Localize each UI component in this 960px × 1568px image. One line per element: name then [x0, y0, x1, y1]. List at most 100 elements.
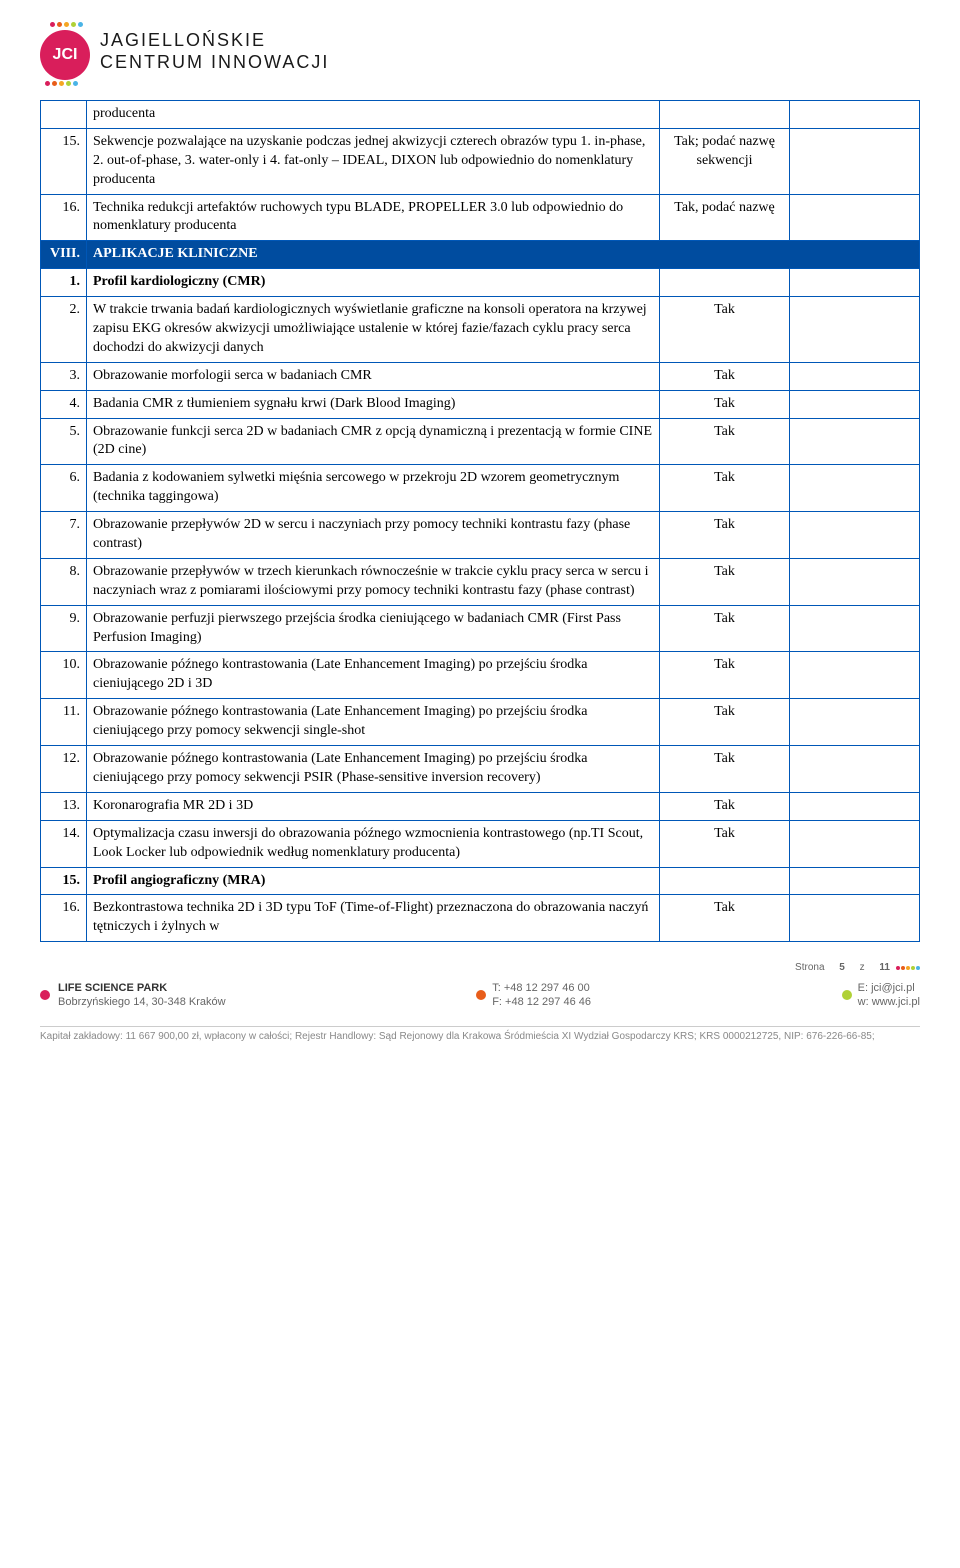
logo-dots-top — [50, 22, 83, 27]
section-num: VIII. — [41, 241, 87, 269]
phone-icon — [476, 990, 486, 1000]
footer-address-block: LIFE SCIENCE PARK Bobrzyńskiego 14, 30-3… — [40, 981, 226, 1010]
row-num: 10. — [41, 652, 87, 699]
row-requirement: Tak — [660, 652, 790, 699]
row-response — [790, 128, 920, 194]
row-response — [790, 867, 920, 895]
row-num: 16. — [41, 895, 87, 942]
row-desc: Obrazowanie przepływów 2D w sercu i nacz… — [87, 512, 660, 559]
location-icon — [40, 990, 50, 1000]
row-desc: Badania CMR z tłumieniem sygnału krwi (D… — [87, 390, 660, 418]
row-requirement — [660, 101, 790, 129]
row-response — [790, 605, 920, 652]
table-row: 1.Profil kardiologiczny (CMR) — [41, 269, 920, 297]
row-desc: Sekwencje pozwalające na uzyskanie podcz… — [87, 128, 660, 194]
row-requirement: Tak — [660, 895, 790, 942]
row-desc: Badania z kodowaniem sylwetki mięśnia se… — [87, 465, 660, 512]
mail-icon — [842, 990, 852, 1000]
row-response — [790, 362, 920, 390]
row-num: 16. — [41, 194, 87, 241]
row-num: 5. — [41, 418, 87, 465]
row-num: 7. — [41, 512, 87, 559]
row-requirement: Tak — [660, 605, 790, 652]
row-requirement: Tak — [660, 746, 790, 793]
row-response — [790, 746, 920, 793]
address: Bobrzyńskiego 14, 30-348 Kraków — [58, 995, 226, 1009]
table-row: 12.Obrazowanie późnego kontrastowania (L… — [41, 746, 920, 793]
row-num: 14. — [41, 820, 87, 867]
table-row: 13.Koronarografia MR 2D i 3DTak — [41, 792, 920, 820]
row-desc: Koronarografia MR 2D i 3D — [87, 792, 660, 820]
row-num: 15. — [41, 128, 87, 194]
row-desc: Obrazowanie morfologii serca w badaniach… — [87, 362, 660, 390]
row-desc: Obrazowanie przepływów w trzech kierunka… — [87, 558, 660, 605]
page-number: Strona 5 z 11 — [40, 962, 920, 973]
row-response — [790, 652, 920, 699]
jci-logo-icon: JCI — [40, 30, 90, 80]
table-row: 6.Badania z kodowaniem sylwetki mięśnia … — [41, 465, 920, 512]
row-num: 6. — [41, 465, 87, 512]
page-dots-icon — [896, 966, 920, 970]
row-desc: Technika redukcji artefaktów ruchowych t… — [87, 194, 660, 241]
row-response — [790, 194, 920, 241]
row-requirement: Tak — [660, 512, 790, 559]
table-row: 9.Obrazowanie perfuzji pierwszego przejś… — [41, 605, 920, 652]
logo-abbrev: JCI — [53, 46, 78, 64]
table-row: 15.Profil angiograficzny (MRA) — [41, 867, 920, 895]
footer-phone-block: T: +48 12 297 46 00 F: +48 12 297 46 46 — [476, 981, 591, 1010]
row-requirement — [660, 867, 790, 895]
table-row: 5.Obrazowanie funkcji serca 2D w badania… — [41, 418, 920, 465]
row-num: 1. — [41, 269, 87, 297]
row-response — [790, 895, 920, 942]
row-requirement: Tak; podać nazwę sekwencji — [660, 128, 790, 194]
row-requirement: Tak — [660, 792, 790, 820]
row-desc: Obrazowanie późnego kontrastowania (Late… — [87, 699, 660, 746]
row-response — [790, 792, 920, 820]
row-response — [790, 269, 920, 297]
row-desc: Bezkontrastowa technika 2D i 3D typu ToF… — [87, 895, 660, 942]
table-row: producenta — [41, 101, 920, 129]
row-num: 15. — [41, 867, 87, 895]
row-response — [790, 820, 920, 867]
table-row: 8.Obrazowanie przepływów w trzech kierun… — [41, 558, 920, 605]
row-desc: Optymalizacja czasu inwersji do obrazowa… — [87, 820, 660, 867]
table-row: VIII.APLIKACJE KLINICZNE — [41, 241, 920, 269]
logo-text: JAGIELLOŃSKIE CENTRUM INNOWACJI — [100, 30, 329, 73]
row-response — [790, 418, 920, 465]
row-response — [790, 699, 920, 746]
logo-line1: JAGIELLOŃSKIE — [100, 30, 329, 52]
row-requirement: Tak — [660, 297, 790, 363]
row-requirement — [660, 269, 790, 297]
row-desc: Obrazowanie perfuzji pierwszego przejści… — [87, 605, 660, 652]
row-response — [790, 512, 920, 559]
row-num: 12. — [41, 746, 87, 793]
row-num: 2. — [41, 297, 87, 363]
row-requirement: Tak — [660, 362, 790, 390]
row-requirement: Tak — [660, 390, 790, 418]
row-response — [790, 390, 920, 418]
row-response — [790, 101, 920, 129]
row-requirement: Tak — [660, 465, 790, 512]
row-response — [790, 465, 920, 512]
row-num: 8. — [41, 558, 87, 605]
row-desc: producenta — [87, 101, 660, 129]
row-response — [790, 297, 920, 363]
row-desc: Profil kardiologiczny (CMR) — [87, 269, 660, 297]
row-num: 4. — [41, 390, 87, 418]
table-row: 3.Obrazowanie morfologii serca w badania… — [41, 362, 920, 390]
table-row: 15.Sekwencje pozwalające na uzyskanie po… — [41, 128, 920, 194]
row-desc: Obrazowanie funkcji serca 2D w badaniach… — [87, 418, 660, 465]
row-desc: W trakcie trwania badań kardiologicznych… — [87, 297, 660, 363]
park-name: LIFE SCIENCE PARK — [58, 981, 226, 995]
table-row: 7.Obrazowanie przepływów 2D w sercu i na… — [41, 512, 920, 559]
footer-email-block: E: jci@jci.pl w: www.jci.pl — [842, 981, 920, 1010]
table-row: 14.Optymalizacja czasu inwersji do obraz… — [41, 820, 920, 867]
page-footer: Strona 5 z 11 LIFE SCIENCE PARK Bobrzyńs… — [0, 962, 960, 1042]
row-num: 11. — [41, 699, 87, 746]
logo-line2: CENTRUM INNOWACJI — [100, 52, 329, 74]
row-requirement: Tak — [660, 558, 790, 605]
table-row: 4.Badania CMR z tłumieniem sygnału krwi … — [41, 390, 920, 418]
row-num — [41, 101, 87, 129]
row-requirement: Tak — [660, 699, 790, 746]
row-desc: Profil angiograficzny (MRA) — [87, 867, 660, 895]
